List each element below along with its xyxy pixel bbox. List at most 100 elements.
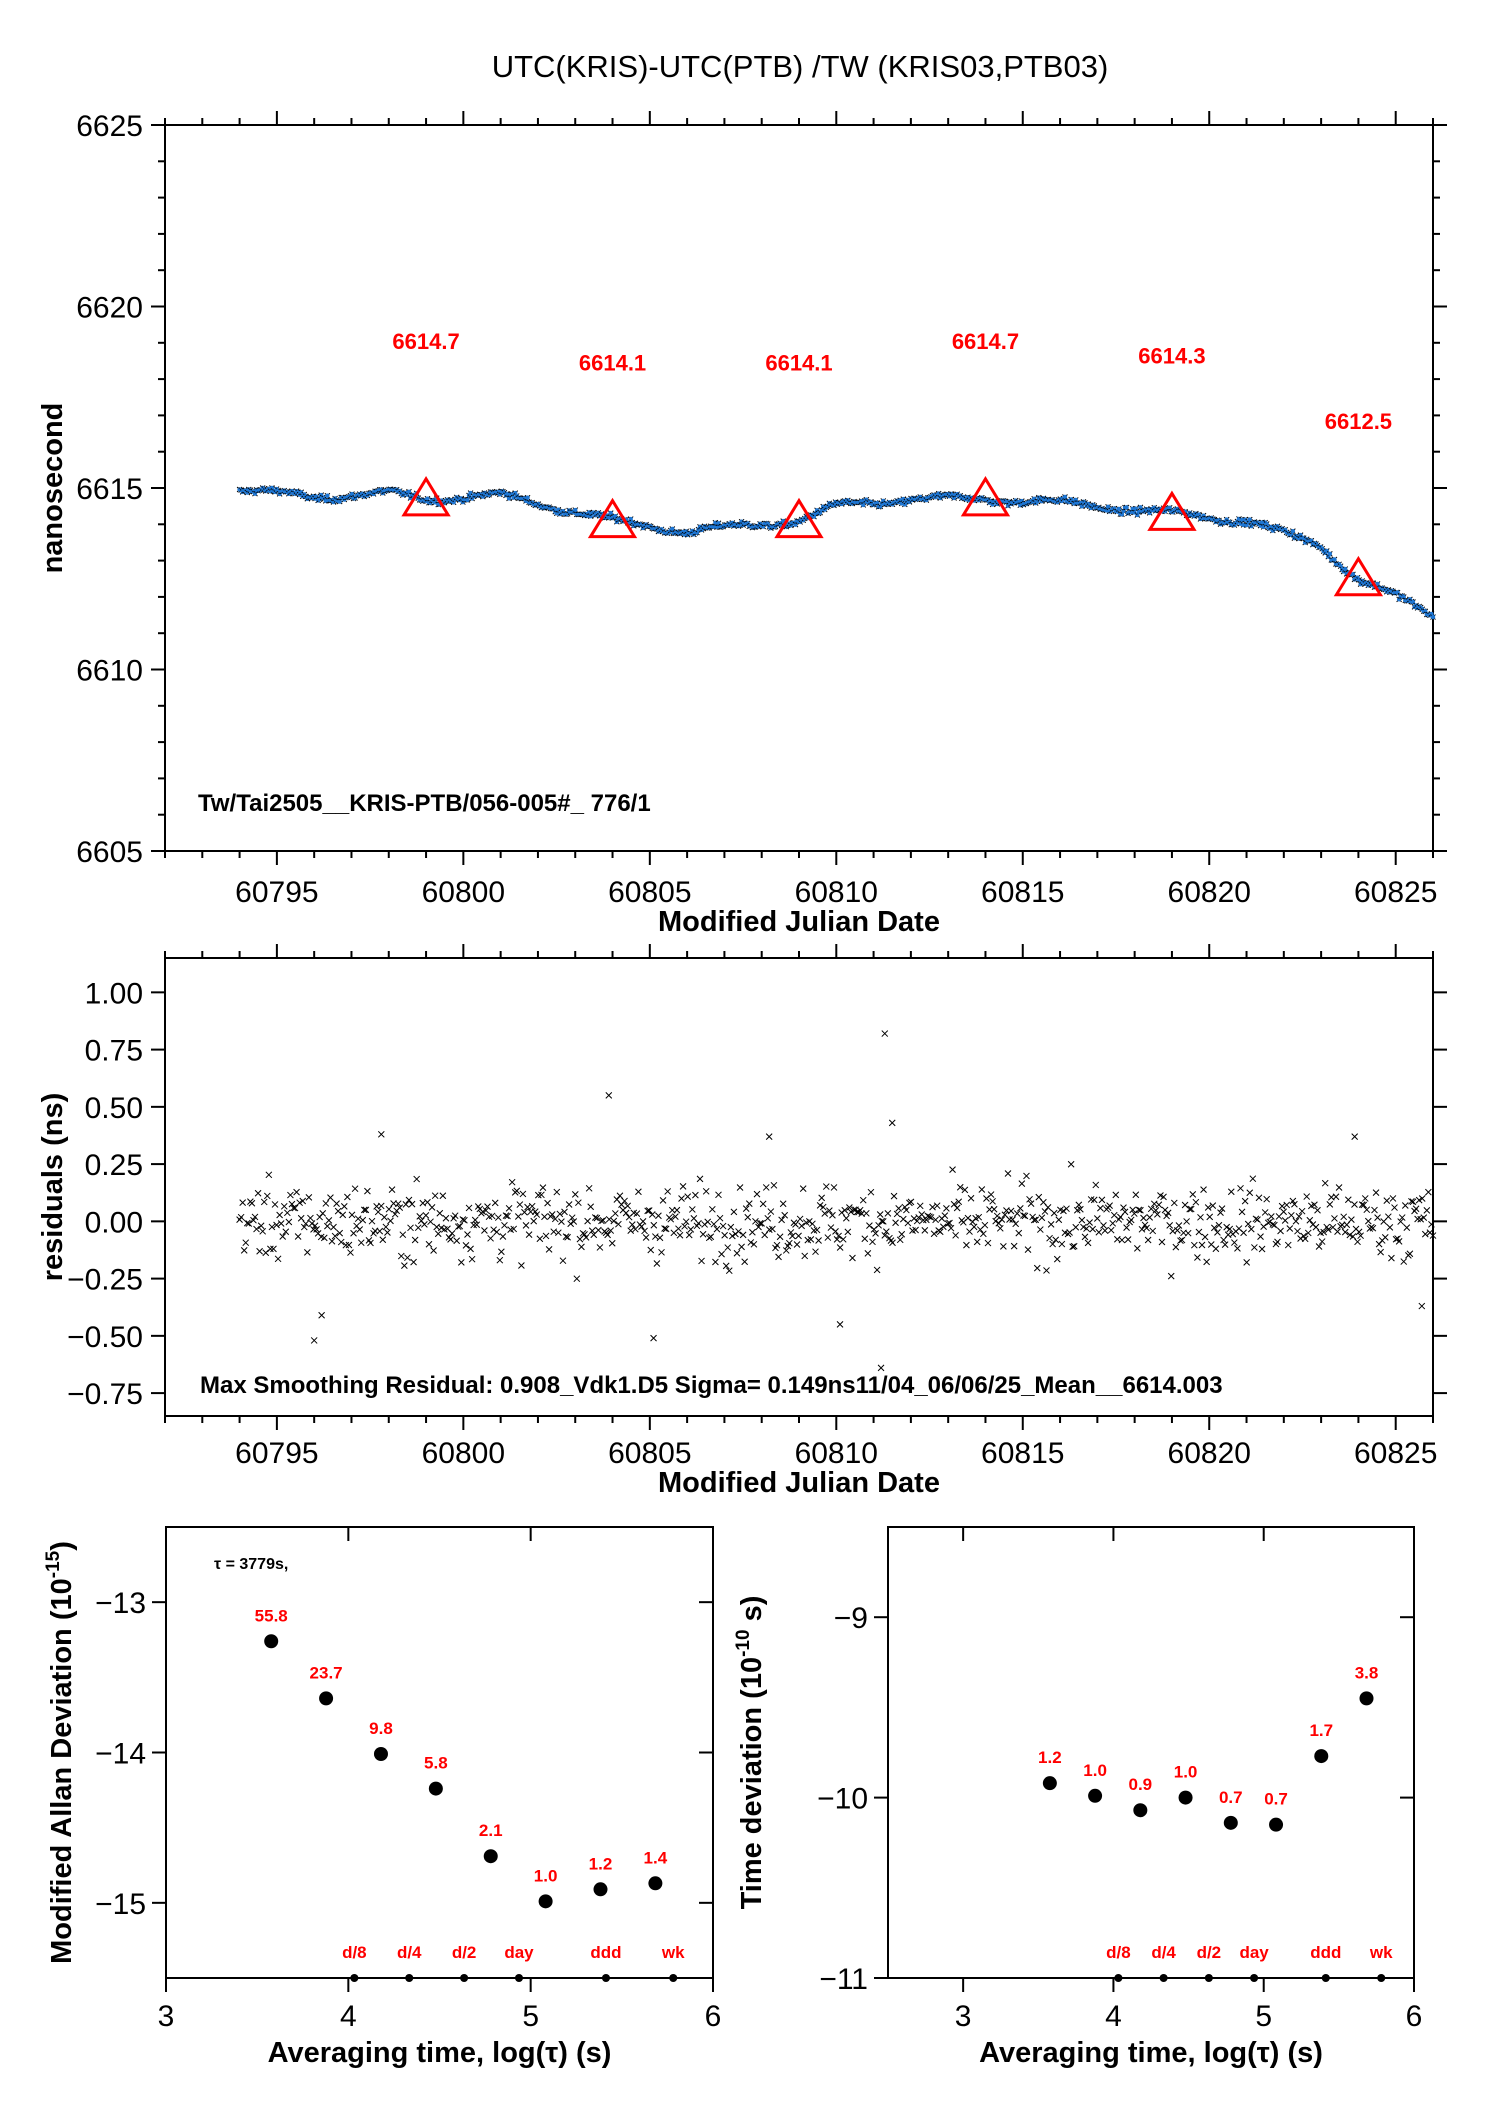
sample-marker-triangle — [774, 497, 824, 539]
residual-point — [1238, 1208, 1246, 1216]
smoothed-point — [406, 489, 412, 494]
residual-point — [1210, 1224, 1218, 1232]
residual-point — [1295, 1213, 1303, 1220]
smoothed-point — [1343, 566, 1348, 572]
residual-point — [1132, 1191, 1140, 1199]
sample-value-label: 6612.5 — [1325, 409, 1392, 434]
residual-point — [578, 1243, 585, 1251]
deviation-value-label: 1.4 — [644, 1848, 668, 1867]
residual-point — [1004, 1170, 1012, 1177]
residual-point — [1106, 1202, 1113, 1210]
sample-value-label: 6614.1 — [765, 351, 832, 376]
deviation-value-label: 0.7 — [1264, 1790, 1288, 1809]
residual-point — [975, 1213, 983, 1221]
residual-point — [1101, 1227, 1109, 1234]
residual-point — [1360, 1201, 1368, 1209]
time-scale-marker — [1250, 1974, 1259, 1982]
smoothed-point — [861, 502, 866, 508]
residual-point — [339, 1211, 347, 1219]
residual-point — [1321, 1179, 1329, 1187]
residual-point — [525, 1231, 533, 1238]
y-tick-label: 6610 — [76, 655, 143, 688]
residual-point — [1420, 1214, 1428, 1221]
time-scale-label: wk — [661, 1943, 685, 1962]
residual-point — [672, 1213, 679, 1220]
sample-marker-triangle — [960, 476, 1011, 517]
residual-point — [842, 1214, 850, 1222]
residual-point — [826, 1207, 833, 1214]
residual-point — [1083, 1225, 1090, 1232]
time-scale-label: d/2 — [1197, 1943, 1222, 1962]
deviation-value-label: 5.8 — [424, 1754, 448, 1773]
residual-point — [1252, 1215, 1260, 1223]
residual-point — [568, 1214, 576, 1222]
residual-point — [627, 1227, 635, 1234]
residual-point — [1021, 1212, 1029, 1220]
residual-point — [782, 1247, 790, 1254]
sample-value-label: 6614.7 — [392, 329, 459, 354]
residual-point — [1381, 1234, 1389, 1241]
residual-point — [256, 1247, 263, 1255]
residual-point — [259, 1227, 267, 1235]
residual-point — [559, 1257, 567, 1265]
residual-point — [1372, 1189, 1380, 1197]
residual-point — [297, 1214, 305, 1222]
y-tick-label: −0.75 — [67, 1378, 143, 1411]
y-axis-title: Modified Allan Deviation (10-15) — [43, 1541, 78, 1964]
residual-point — [1397, 1218, 1405, 1225]
residual-annotation: Max Smoothing Residual: 0.908_Vdk1.D5 Si… — [200, 1372, 1223, 1399]
y-tick-label: −11 — [819, 1963, 868, 1996]
residual-point — [541, 1213, 548, 1221]
x-tick-label: 60810 — [795, 876, 878, 909]
residual-point — [271, 1201, 279, 1208]
residual-point — [696, 1175, 704, 1183]
residual-point — [1418, 1195, 1426, 1202]
residual-point — [305, 1193, 313, 1201]
residual-point — [1095, 1228, 1103, 1236]
y-tick-label: −13 — [95, 1587, 146, 1620]
residual-point — [257, 1222, 265, 1230]
residual-point — [1392, 1235, 1400, 1243]
y-tick-label: −15 — [95, 1888, 146, 1921]
residual-point — [1395, 1238, 1403, 1245]
residual-point — [554, 1229, 562, 1237]
series-annotation: Tw/Tai2505__KRIS-PTB/056-005#_ 776/1 — [198, 790, 651, 817]
deviation-point — [1269, 1817, 1284, 1832]
residual-point — [747, 1239, 755, 1246]
residual-point — [1234, 1244, 1241, 1252]
residual-outlier — [1351, 1133, 1359, 1140]
residual-point — [1109, 1219, 1117, 1227]
sample-marker-triangle — [587, 497, 638, 539]
residual-point — [1100, 1221, 1107, 1229]
residual-point — [1144, 1236, 1152, 1244]
residual-point — [882, 1228, 890, 1235]
residual-point — [1043, 1267, 1050, 1274]
residual-point — [835, 1232, 842, 1240]
residual-point — [1240, 1229, 1247, 1237]
residual-point — [1320, 1228, 1328, 1236]
smoothed-point — [1116, 506, 1122, 512]
residual-point — [813, 1226, 821, 1234]
residual-point — [721, 1231, 729, 1239]
residual-point — [1258, 1245, 1266, 1253]
tau-note: τ = 3779s, — [214, 1556, 288, 1573]
sample-marker-triangle — [401, 476, 451, 517]
residual-point — [399, 1231, 407, 1239]
residual-point — [1186, 1205, 1194, 1213]
residual-point — [291, 1204, 299, 1212]
residual-point — [866, 1222, 873, 1230]
residual-point — [488, 1212, 496, 1220]
residual-point — [1038, 1214, 1046, 1222]
residual-point — [943, 1205, 950, 1212]
residual-point — [792, 1220, 799, 1228]
residual-point — [570, 1218, 578, 1225]
residual-point — [1032, 1216, 1040, 1224]
residual-point — [675, 1225, 682, 1233]
residual-point — [299, 1197, 307, 1205]
residual-point — [664, 1188, 672, 1195]
residual-point — [1363, 1206, 1371, 1214]
residual-point — [1371, 1206, 1378, 1214]
residual-point — [652, 1233, 659, 1240]
y-tick-label: 1.00 — [85, 977, 143, 1010]
